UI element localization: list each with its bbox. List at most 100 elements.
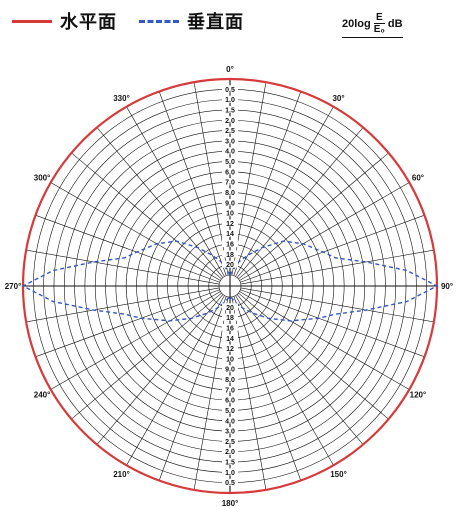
tick-label-bg [222, 116, 238, 124]
grid-spoke [240, 289, 425, 358]
tick-label-bg [222, 250, 238, 258]
formula-denominator: E₀ [373, 24, 385, 35]
grid-spoke [26, 287, 220, 323]
legend-swatch-horizontal [12, 19, 52, 23]
grid-spoke [126, 106, 225, 277]
radial-tick-label: 14 [226, 231, 234, 238]
radial-tick-label: 7.0 [225, 180, 235, 187]
grid-spoke [239, 291, 410, 390]
angle-label: 60° [412, 174, 424, 183]
angle-label: 210° [113, 470, 130, 479]
radial-tick-label-lower: 4.0 [225, 418, 235, 425]
tick-label-bg [222, 167, 238, 175]
tick-label-bg [222, 468, 238, 476]
tick-label-bg [222, 344, 238, 352]
angle-label: 180° [222, 499, 239, 507]
radial-tick-label-lower: 8.0 [225, 377, 235, 384]
tick-label-bg [222, 198, 238, 206]
tick-label-bg [222, 416, 238, 424]
radial-tick-label: 6.0 [225, 169, 235, 176]
legend: 水平面 垂直面 [12, 6, 266, 36]
radial-tick-label: 8.0 [225, 190, 235, 197]
tick-label-bg [222, 447, 238, 455]
grid-spoke [235, 106, 334, 277]
grid-spoke [240, 287, 434, 323]
angle-label: 330° [113, 94, 130, 103]
formula-fraction: E E₀ [374, 12, 385, 35]
grid-spoke [96, 127, 224, 278]
tick-label-bg [222, 260, 238, 268]
radial-tick-label: 9.0 [225, 200, 235, 207]
radial-tick-label-lower: 14 [226, 336, 234, 343]
grid-spoke [238, 292, 389, 420]
tick-label-bg [222, 95, 238, 103]
radial-tick-label-lower: 2.5 [225, 439, 235, 446]
grid-spoke [126, 295, 225, 466]
grid-spoke [71, 292, 222, 420]
angle-label: 120° [410, 391, 427, 400]
radial-tick-label-lower: 1.0 [225, 470, 235, 477]
tick-label-bg [222, 219, 238, 227]
radial-tick-label-lower: 16 [226, 325, 234, 332]
grid-spoke [26, 249, 220, 285]
grid-spoke [158, 91, 227, 276]
legend-label-vertical: 垂直面 [187, 12, 244, 33]
grid-spoke [240, 249, 434, 285]
series-vertical-curve [229, 240, 439, 322]
radial-tick-label: 3.0 [225, 138, 235, 145]
tick-label-bg [222, 365, 238, 373]
label-layer: 0° 30° 60° 90° 120° 150° 180° 210° 240° 270° 300° 3… [5, 65, 453, 507]
radial-tick-label-lower: 9.0 [225, 367, 235, 374]
radial-tick-label: 1.5 [225, 107, 235, 114]
tick-label-bg [222, 375, 238, 383]
radial-tick-label: 20 [226, 262, 234, 269]
tick-label-bg [222, 126, 238, 134]
grid-spoke [239, 182, 410, 281]
tick-label-bg [222, 354, 238, 362]
tick-label-bg [222, 229, 238, 237]
radial-tick-label: 18 [226, 252, 234, 259]
grid-spoke [236, 294, 364, 445]
radial-tick-label: 12 [226, 221, 234, 228]
grid-spoke [35, 214, 220, 283]
decibel-formula: 20log E E₀ dB [342, 12, 403, 38]
radial-tick-label-lower: 1.5 [225, 460, 235, 467]
radial-tick-label-lower: 12 [226, 346, 234, 353]
radial-tick-label-lower: 2.0 [225, 449, 235, 456]
tick-label-bg [222, 157, 238, 165]
radial-tick-label: 16 [226, 242, 234, 249]
grid-spoke [233, 296, 302, 481]
radial-tick-label: 1.0 [225, 97, 235, 104]
tick-label-bg [222, 240, 238, 248]
grid-spoke [235, 295, 334, 466]
radial-tick-label-lower: 6.0 [225, 398, 235, 405]
tick-label-bg [222, 303, 238, 311]
legend-swatch-vertical [139, 19, 179, 23]
formula-numerator: E [373, 12, 385, 24]
angle-label: 150° [330, 470, 347, 479]
tick-label-bg [222, 105, 238, 113]
angle-label: 300° [34, 174, 51, 183]
grid-spoke [236, 127, 364, 278]
radial-tick-label-lower: 5.0 [225, 408, 235, 415]
radial-tick-label-lower: 18 [226, 315, 234, 322]
grid-spoke [50, 291, 221, 390]
radial-tick-label: 5.0 [225, 159, 235, 166]
radial-tick-label: 2.5 [225, 128, 235, 135]
tick-label-bg [222, 334, 238, 342]
radial-tick-label: 4.0 [225, 149, 235, 156]
tick-label-bg [222, 188, 238, 196]
radial-tick-label-lower: 20 [226, 305, 234, 312]
series-vertical-curve [21, 240, 231, 322]
tick-label-bg [222, 147, 238, 155]
grid-spoke [240, 214, 425, 283]
formula-unit: dB [387, 17, 403, 30]
series-layer [21, 77, 439, 495]
tick-label-bg [222, 136, 238, 144]
tick-label-bg [222, 313, 238, 321]
tick-label-bg [222, 209, 238, 217]
radial-tick-label-lower: 7.0 [225, 387, 235, 394]
legend-item-horizontal: 水平面 [12, 8, 117, 34]
radial-tick-label-lower: 10 [226, 356, 234, 363]
